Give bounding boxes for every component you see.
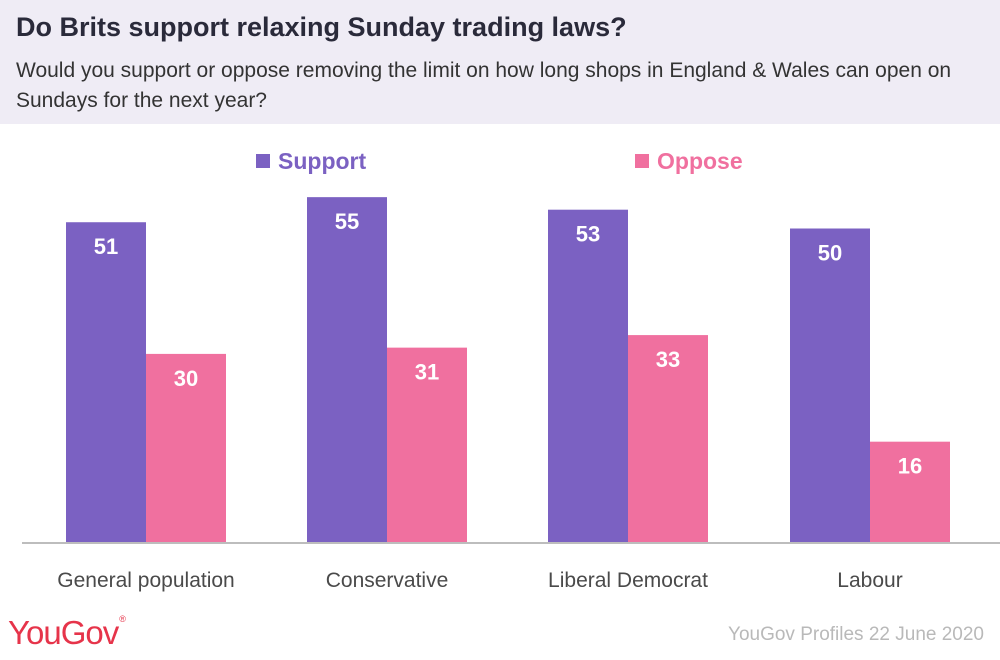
data-label-support-labour: 50 [818,241,842,266]
header-band: Do Brits support relaxing Sunday trading… [0,0,1000,124]
data-label-oppose-labour: 16 [898,454,922,479]
bar-support-conservative [307,197,387,542]
bar-support-general-population [66,222,146,543]
bar-oppose-liberal-democrat [628,335,708,542]
data-label-oppose-general-population: 30 [174,366,198,391]
data-label-support-general-population: 51 [94,234,118,259]
category-label-liberal-democrat: Liberal Democrat [548,569,708,592]
chart-title: Do Brits support relaxing Sunday trading… [16,12,627,42]
bar-oppose-general-population [146,353,226,542]
category-label-labour: Labour [837,569,902,592]
legend-swatch-oppose [635,154,649,168]
legend-item-support: Support [256,146,366,176]
bar-oppose-labour [870,441,950,542]
category-label-conservative: Conservative [326,569,449,592]
bar-support-liberal-democrat [548,209,628,542]
bar-oppose-conservative [387,347,467,542]
legend-label-support: Support [278,147,367,174]
data-label-support-liberal-democrat: 53 [576,222,600,247]
data-label-support-conservative: 55 [335,209,359,234]
bar-chart: 51 30 General population 55 31 Conservative 53… [22,197,1000,592]
legend-swatch-support [256,154,270,168]
source-note: YouGov Profiles 22 June 2020 [728,624,984,645]
chart-subtitle: Would you support or oppose removing the… [16,59,952,112]
legend-label-oppose: Oppose [657,147,743,174]
data-label-oppose-conservative: 31 [415,360,439,385]
logo-text: YouGov [8,614,119,651]
yougov-logo: YouGov® [8,614,126,652]
bar-support-labour [790,228,870,542]
legend-item-oppose: Oppose [635,146,743,176]
registered-mark: ® [119,614,126,624]
data-label-oppose-liberal-democrat: 33 [656,347,680,372]
category-label-general-population: General population [57,569,234,592]
